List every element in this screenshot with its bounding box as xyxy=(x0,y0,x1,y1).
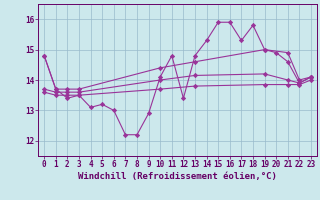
X-axis label: Windchill (Refroidissement éolien,°C): Windchill (Refroidissement éolien,°C) xyxy=(78,172,277,181)
